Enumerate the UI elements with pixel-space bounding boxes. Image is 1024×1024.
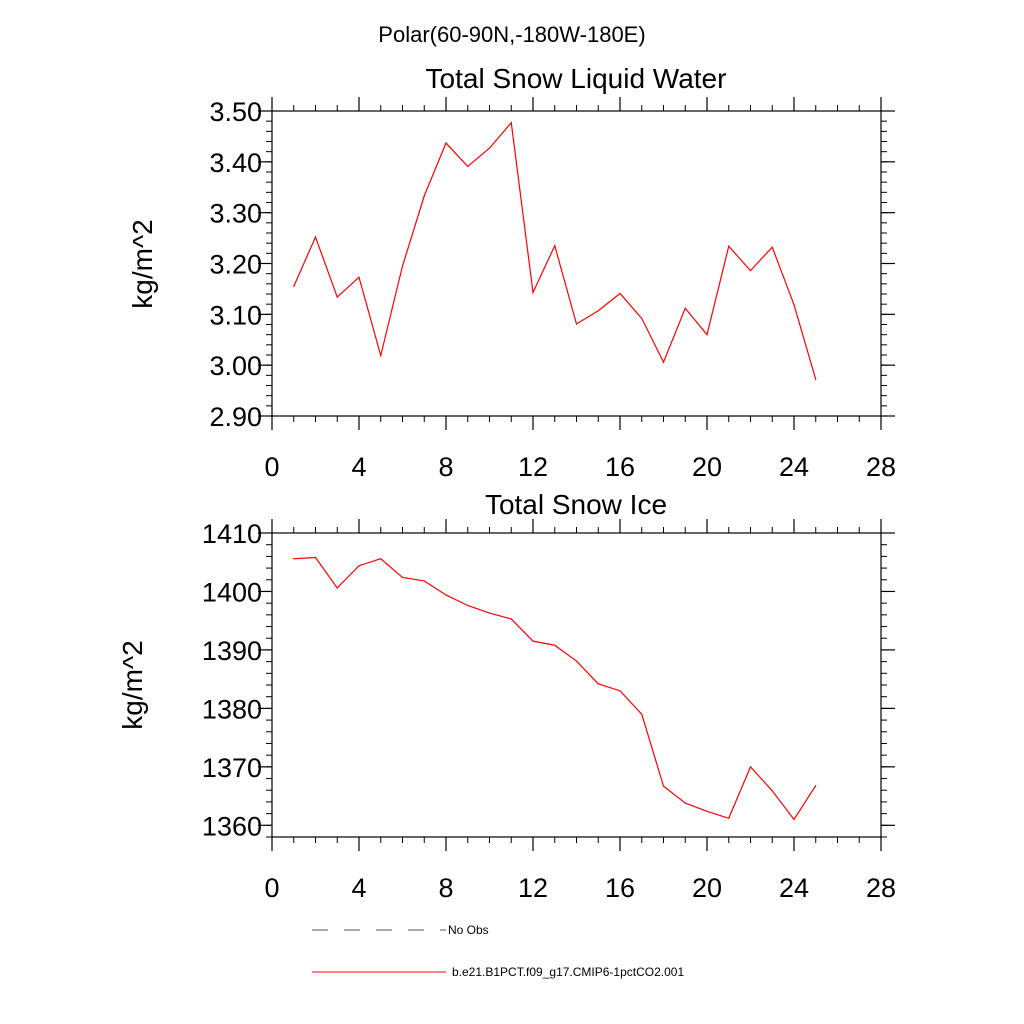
- data-point-snow-ice: [488, 612, 491, 614]
- data-point-snow-ice: [510, 618, 512, 620]
- data-point-snow-liquid-water: [662, 361, 665, 363]
- data-point-snow-liquid-water: [510, 122, 512, 124]
- data-point-snow-ice: [423, 580, 425, 582]
- legend-item-no-obs: No Obs: [312, 923, 489, 937]
- legend-label-no-obs: No Obs: [448, 923, 489, 937]
- data-point-snow-ice: [706, 810, 708, 812]
- x-tick-label: 12: [518, 452, 548, 482]
- data-point-snow-liquid-water: [728, 245, 730, 247]
- x-tick-label: 20: [692, 873, 722, 903]
- y-tick-label: 1400: [202, 577, 262, 607]
- data-point-snow-liquid-water: [554, 245, 556, 247]
- y-tick-label: 3.00: [209, 351, 262, 381]
- y-tick-label: 3.20: [209, 250, 262, 280]
- legend-label-model-run: b.e21.B1PCT.f09_g17.CMIP6-1pctCO2.001: [452, 965, 684, 979]
- x-tick-label: 8: [438, 873, 453, 903]
- y-axis-label-snow-ice: kg/m^2: [117, 640, 148, 729]
- x-tick-label: 0: [264, 452, 279, 482]
- x-tick-label: 12: [518, 873, 548, 903]
- chart-title-snow-ice: Total Snow Ice: [485, 489, 667, 520]
- chart-title-snow-liquid-water: Total Snow Liquid Water: [426, 63, 727, 94]
- data-point-snow-ice: [358, 565, 360, 567]
- series-line-snow-liquid-water: [293, 121, 817, 380]
- plot-frame-snow-liquid-water: [271, 110, 882, 417]
- data-point-snow-liquid-water: [749, 270, 752, 272]
- data-point-snow-liquid-water: [380, 354, 382, 357]
- data-point-snow-liquid-water: [314, 236, 317, 238]
- data-point-snow-liquid-water: [488, 147, 491, 149]
- legend: No Obs b.e21.B1PCT.f09_g17.CMIP6-1pctCO2…: [312, 923, 684, 979]
- data-point-snow-liquid-water: [358, 276, 360, 278]
- data-point-snow-liquid-water: [793, 304, 795, 306]
- y-tick-label: 3.50: [209, 97, 262, 127]
- data-point-snow-liquid-water: [597, 310, 599, 312]
- y-tick-label: 1380: [202, 694, 262, 724]
- data-point-snow-liquid-water: [445, 142, 447, 144]
- data-point-snow-liquid-water: [532, 291, 534, 294]
- figure-suptitle: Polar(60-90N,-180W-180E): [378, 22, 645, 47]
- x-tick-label: 24: [779, 452, 809, 482]
- data-point-snow-ice: [771, 790, 773, 792]
- data-point-snow-ice: [728, 817, 730, 819]
- y-tick-label: 1390: [202, 636, 262, 666]
- data-point-snow-liquid-water: [771, 246, 773, 248]
- data-point-snow-liquid-water: [684, 307, 686, 309]
- x-tick-label: 28: [866, 873, 896, 903]
- x-tick-label: 28: [866, 452, 896, 482]
- data-point-snow-ice: [336, 587, 338, 589]
- data-point-snow-liquid-water: [336, 296, 338, 298]
- legend-item-model-run: b.e21.B1PCT.f09_g17.CMIP6-1pctCO2.001: [312, 965, 684, 979]
- x-tick-label: 0: [264, 873, 279, 903]
- data-point-snow-ice: [575, 660, 578, 662]
- data-point-snow-ice: [532, 640, 534, 642]
- data-point-snow-ice: [401, 576, 404, 579]
- data-point-snow-ice: [467, 604, 469, 607]
- data-point-snow-ice: [641, 713, 643, 715]
- data-point-snow-ice: [314, 556, 317, 559]
- y-tick-label: 1410: [202, 519, 262, 549]
- data-point-snow-ice: [554, 644, 556, 646]
- data-point-snow-liquid-water: [641, 317, 643, 319]
- x-tick-label: 4: [351, 452, 366, 482]
- y-tick-label: 3.30: [209, 199, 262, 229]
- data-point-snow-liquid-water: [706, 334, 708, 336]
- data-point-snow-liquid-water: [293, 285, 295, 287]
- y-tick-label: 2.90: [209, 402, 262, 432]
- data-point-snow-liquid-water: [575, 323, 578, 325]
- x-tick-label: 16: [605, 452, 635, 482]
- data-point-snow-ice: [662, 785, 665, 787]
- y-axis-label-snow-liquid-water: kg/m^2: [127, 219, 158, 308]
- data-point-snow-liquid-water: [467, 165, 469, 168]
- plot-frame-snow-ice: [271, 532, 882, 838]
- x-tick-label: 20: [692, 452, 722, 482]
- data-point-snow-ice: [793, 818, 795, 821]
- y-tick-label: 1360: [202, 811, 262, 841]
- x-tick-label: 24: [779, 873, 809, 903]
- data-point-snow-ice: [293, 558, 295, 560]
- data-point-snow-liquid-water: [423, 195, 425, 197]
- data-point-snow-ice: [597, 683, 599, 685]
- data-point-snow-ice: [815, 784, 817, 787]
- data-point-snow-liquid-water: [815, 378, 817, 380]
- y-tick-label: 1370: [202, 753, 262, 783]
- data-point-snow-liquid-water: [401, 265, 404, 267]
- x-tick-label: 16: [605, 873, 635, 903]
- data-point-snow-liquid-water: [619, 292, 621, 295]
- data-point-snow-ice: [445, 594, 447, 596]
- data-point-snow-ice: [380, 558, 382, 560]
- data-point-snow-ice: [619, 690, 621, 692]
- x-tick-label: 4: [351, 873, 366, 903]
- y-tick-label: 3.40: [209, 148, 262, 178]
- y-tick-label: 3.10: [209, 300, 262, 330]
- x-tick-label: 8: [438, 452, 453, 482]
- chart-panel-snow-liquid-water: Total Snow Liquid Water kg/m^2 0 4 8 12 16 20…: [127, 63, 896, 482]
- data-point-snow-ice: [684, 802, 686, 804]
- series-line-snow-ice: [293, 556, 817, 821]
- chart-panel-snow-ice: Total Snow Ice kg/m^2 0 4 8 12 16 20 24 28 1360 1…: [117, 489, 896, 903]
- data-point-snow-ice: [749, 766, 752, 768]
